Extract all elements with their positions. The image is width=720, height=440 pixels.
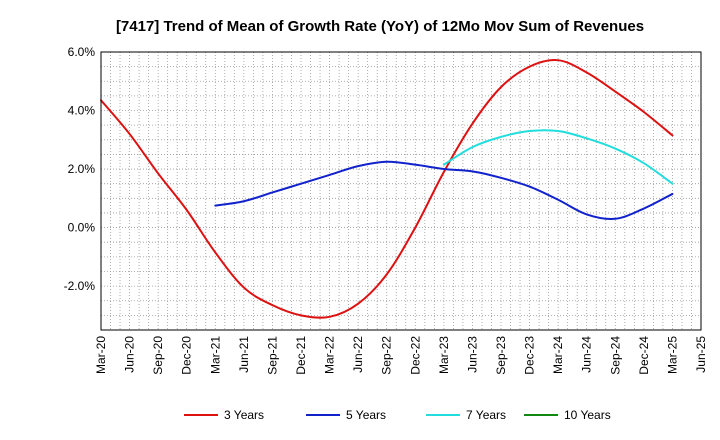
y-tick-label: 6.0%	[68, 45, 96, 59]
x-tick-label: Jun-20	[123, 336, 137, 373]
y-tick-label: 2.0%	[68, 162, 96, 176]
legend-label-5-years: 5 Years	[346, 408, 386, 422]
y-axis: 6.0% 4.0% 2.0% 0.0% -2.0%	[64, 45, 96, 293]
x-tick-label: Dec-20	[180, 336, 194, 375]
x-tick-label: Mar-20	[94, 336, 108, 374]
y-tick-label: 0.0%	[68, 221, 96, 235]
x-tick-label: Jun-22	[351, 336, 365, 373]
x-tick-label: Mar-25	[665, 336, 679, 374]
x-tick-label: Jun-21	[237, 336, 251, 373]
series-line-3-years	[100, 59, 674, 319]
x-tick-label: Dec-22	[408, 336, 422, 375]
legend: 3 Years 5 Years 7 Years 10 Years	[184, 408, 611, 422]
x-tick-label: Sep-22	[380, 336, 394, 375]
x-tick-label: Jun-25	[694, 336, 708, 373]
x-tick-label: Mar-24	[551, 336, 565, 374]
x-tick-label: Sep-21	[265, 336, 279, 375]
y-tick-label: -2.0%	[64, 279, 96, 293]
x-tick-label: Dec-24	[637, 336, 651, 375]
x-tick-label: Mar-22	[323, 336, 337, 374]
x-tick-label: Mar-21	[208, 336, 222, 374]
x-tick-label: Dec-21	[294, 336, 308, 375]
x-tick-label: Jun-23	[465, 336, 479, 373]
x-tick-label: Sep-20	[151, 336, 165, 375]
series-line-5-years	[214, 160, 674, 221]
x-tick-label: Jun-24	[580, 336, 594, 373]
legend-label-3-years: 3 Years	[224, 408, 264, 422]
x-tick-label: Dec-23	[523, 336, 537, 375]
series-layer	[100, 59, 674, 319]
legend-label-10-years: 10 Years	[564, 408, 611, 422]
x-tick-label: Mar-23	[437, 336, 451, 374]
y-tick-label: 4.0%	[68, 104, 96, 118]
x-tick-label: Sep-23	[494, 336, 508, 375]
grid	[101, 52, 701, 331]
x-axis: Mar-20 Jun-20 Sep-20 Dec-20 Mar-21 Jun-21 Sep-…	[94, 336, 708, 375]
chart-title: [7417] Trend of Mean of Growth Rate (YoY…	[116, 18, 644, 35]
legend-label-7-years: 7 Years	[466, 408, 506, 422]
series-line-7-years	[442, 129, 674, 185]
x-tick-label: Sep-24	[608, 336, 622, 375]
plot-frame	[100, 51, 702, 331]
